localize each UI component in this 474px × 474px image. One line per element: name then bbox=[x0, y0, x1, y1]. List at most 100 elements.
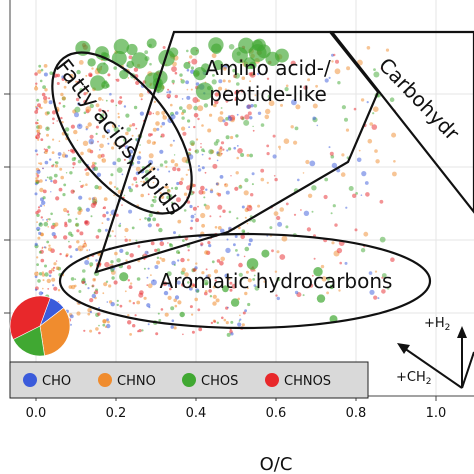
vector-ch2-arrowhead bbox=[397, 343, 410, 354]
data-point bbox=[212, 294, 217, 299]
data-point bbox=[44, 264, 47, 268]
data-point bbox=[108, 181, 113, 185]
data-point bbox=[48, 100, 53, 105]
data-point bbox=[268, 100, 275, 107]
data-point bbox=[161, 110, 166, 115]
data-point bbox=[89, 103, 95, 109]
x-tick-label-2: 0.4 bbox=[186, 406, 207, 421]
data-point bbox=[240, 153, 245, 157]
data-point bbox=[35, 137, 38, 140]
data-point bbox=[341, 105, 346, 110]
data-point bbox=[116, 167, 123, 174]
data-point bbox=[174, 304, 178, 308]
data-point bbox=[83, 111, 87, 115]
data-point bbox=[311, 210, 314, 213]
data-point bbox=[379, 199, 384, 204]
data-point bbox=[252, 125, 254, 128]
data-point bbox=[63, 85, 67, 89]
data-point bbox=[37, 279, 41, 283]
data-point bbox=[148, 159, 154, 165]
data-point bbox=[147, 223, 152, 228]
data-point bbox=[153, 177, 156, 180]
data-point bbox=[59, 167, 63, 171]
data-point bbox=[188, 126, 191, 128]
data-point bbox=[101, 81, 109, 89]
data-point bbox=[234, 72, 240, 79]
data-point bbox=[52, 284, 55, 287]
data-point bbox=[339, 261, 343, 265]
x-tick-label-3: 0.6 bbox=[266, 406, 287, 421]
data-point bbox=[82, 140, 89, 146]
data-point bbox=[273, 175, 276, 177]
data-point bbox=[125, 251, 129, 256]
data-point bbox=[306, 227, 311, 232]
data-point bbox=[174, 111, 179, 115]
vector-label-h2-main: +H bbox=[424, 316, 445, 331]
data-point bbox=[173, 231, 176, 235]
data-point bbox=[70, 277, 75, 281]
data-point bbox=[220, 256, 225, 262]
data-point bbox=[89, 310, 93, 314]
data-point bbox=[158, 188, 161, 191]
data-point bbox=[154, 265, 159, 269]
data-point bbox=[211, 260, 215, 264]
data-point bbox=[182, 239, 185, 243]
data-point bbox=[104, 325, 107, 328]
data-point bbox=[117, 116, 121, 119]
data-point bbox=[190, 66, 194, 70]
data-point bbox=[35, 107, 39, 111]
data-point bbox=[128, 188, 133, 193]
data-point bbox=[263, 277, 265, 280]
data-point bbox=[385, 48, 390, 52]
data-point bbox=[47, 145, 51, 149]
data-point bbox=[207, 273, 212, 278]
data-point bbox=[192, 97, 199, 103]
data-point bbox=[189, 204, 193, 209]
data-point bbox=[173, 326, 177, 330]
data-point bbox=[133, 176, 138, 181]
data-point bbox=[76, 240, 80, 244]
data-point bbox=[190, 88, 193, 91]
data-point bbox=[76, 139, 79, 141]
data-point bbox=[60, 116, 63, 120]
data-point bbox=[225, 99, 229, 103]
data-point bbox=[294, 290, 299, 295]
data-point bbox=[348, 186, 354, 191]
data-point bbox=[131, 226, 135, 230]
data-point bbox=[159, 192, 162, 195]
data-point bbox=[143, 267, 146, 270]
data-point bbox=[133, 67, 139, 72]
data-point bbox=[152, 217, 157, 222]
data-point bbox=[91, 161, 96, 165]
data-point bbox=[69, 73, 74, 79]
data-point bbox=[92, 196, 98, 202]
data-point bbox=[76, 311, 81, 316]
data-point bbox=[69, 171, 73, 175]
data-point bbox=[68, 149, 70, 152]
data-point bbox=[179, 73, 183, 77]
data-point bbox=[353, 107, 357, 111]
data-point bbox=[239, 314, 241, 317]
data-point bbox=[39, 187, 44, 193]
data-point bbox=[37, 124, 43, 130]
data-point bbox=[111, 50, 127, 66]
data-point bbox=[105, 211, 109, 215]
data-point bbox=[124, 238, 128, 242]
data-point bbox=[47, 288, 50, 290]
data-point bbox=[182, 333, 184, 336]
data-point bbox=[243, 255, 246, 258]
data-point bbox=[156, 168, 160, 171]
data-point bbox=[331, 241, 335, 245]
data-point bbox=[123, 194, 126, 197]
data-point bbox=[131, 52, 148, 69]
data-point bbox=[131, 123, 136, 127]
data-point bbox=[102, 319, 107, 324]
data-point bbox=[176, 197, 181, 203]
data-point bbox=[97, 154, 102, 159]
data-point bbox=[192, 191, 195, 194]
data-point bbox=[235, 89, 240, 94]
data-point bbox=[101, 159, 104, 161]
data-point bbox=[365, 192, 370, 197]
data-point bbox=[112, 161, 117, 166]
data-point bbox=[170, 306, 175, 311]
